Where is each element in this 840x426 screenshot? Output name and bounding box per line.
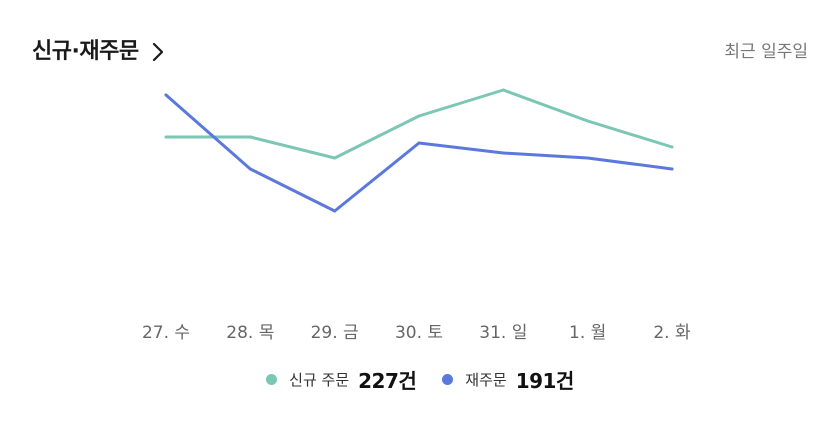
x-tick-label: 28. 목 xyxy=(226,323,274,343)
chart-header: 신규·재주문 최근 일주일 xyxy=(32,34,808,70)
legend-item-new-orders: 신규 주문 227건 xyxy=(266,365,417,394)
chart-title: 신규·재주문 xyxy=(32,39,139,64)
x-tick-label: 27. 수 xyxy=(142,323,190,343)
period-label[interactable]: 최근 일주일 xyxy=(724,42,808,62)
new-orders-point xyxy=(248,135,252,139)
reorders-point xyxy=(164,93,168,97)
legend-value-reorders: 191건 xyxy=(515,368,575,393)
new-orders-line xyxy=(164,88,674,160)
new-orders-point xyxy=(164,135,168,139)
reorders-point xyxy=(670,167,674,171)
series-layer xyxy=(164,88,674,213)
reorders-point xyxy=(417,141,421,145)
reorders-point xyxy=(501,151,505,155)
legend-name-new-orders: 신규 주문 xyxy=(289,370,350,389)
reorders-point xyxy=(248,167,252,171)
new-orders-point xyxy=(670,145,674,149)
legend-dot-new-orders xyxy=(266,373,278,385)
reorders-point xyxy=(333,209,337,213)
x-tick-label: 30. 토 xyxy=(395,323,443,343)
x-tick-label: 31. 일 xyxy=(479,323,527,343)
legend: 신규 주문 227건 재주문 191건 xyxy=(0,362,840,396)
x-tick-label: 1. 월 xyxy=(569,323,606,343)
new-orders-point xyxy=(417,114,421,118)
legend-item-reorders: 재주문 191건 xyxy=(442,365,574,394)
chevron-right-icon xyxy=(152,42,163,62)
x-tick-label: 2. 화 xyxy=(653,323,691,343)
reorders-point xyxy=(586,156,590,160)
legend-name-reorders: 재주문 xyxy=(465,370,507,389)
reorders-line xyxy=(164,93,674,213)
x-tick-label: 29. 금 xyxy=(311,323,359,343)
new-orders-point xyxy=(501,88,505,92)
new-orders-point xyxy=(586,119,590,123)
x-axis-ticks: 27. 수 28. 목 29. 금 30. 토 31. 일 1. 월 2. 화 xyxy=(142,323,691,343)
title-link[interactable]: 신규·재주문 xyxy=(32,34,165,70)
legend-dot-reorders xyxy=(442,373,454,385)
legend-value-new-orders: 227건 xyxy=(358,368,417,393)
new-orders-point xyxy=(333,156,337,160)
